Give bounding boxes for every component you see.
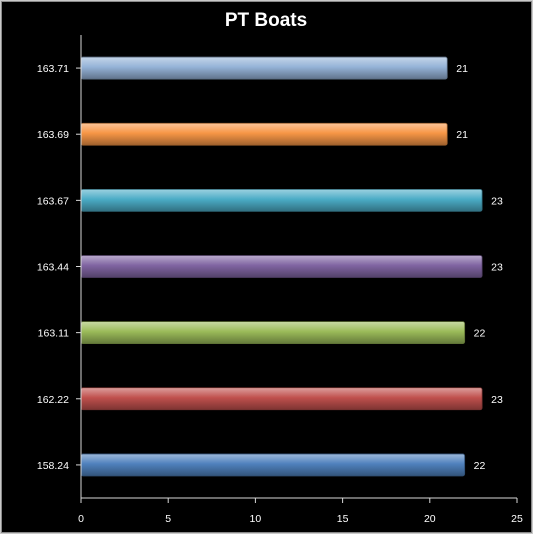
x-tick-label: 10 <box>250 513 262 525</box>
category-label: 163.71 <box>37 63 69 75</box>
data-label: 22 <box>474 460 486 472</box>
x-tick-label: 5 <box>165 513 171 525</box>
bars-layer <box>80 56 483 477</box>
bar-162-22 <box>80 387 483 411</box>
category-label: 163.69 <box>37 129 69 141</box>
category-label: 158.24 <box>37 460 69 472</box>
category-label: 163.44 <box>37 262 69 274</box>
bar-163-71 <box>80 56 448 80</box>
x-tick-label: 20 <box>424 513 436 525</box>
chart-title: PT Boats <box>225 10 307 31</box>
bar-163-69 <box>80 122 448 146</box>
category-label: 163.67 <box>37 195 69 207</box>
labels-layer: 158.24 22 162.22 23 163.11 22 163.44 23 163.67 23… <box>37 63 523 525</box>
bar-163-67 <box>80 188 483 212</box>
axes-layer <box>76 35 518 503</box>
data-label: 23 <box>491 394 503 406</box>
x-tick-label: 15 <box>337 513 349 525</box>
bar-163-11 <box>80 321 466 345</box>
data-label: 21 <box>456 129 468 141</box>
category-label: 163.11 <box>38 328 69 340</box>
x-tick-label: 25 <box>511 513 523 525</box>
category-label: 162.22 <box>37 394 69 406</box>
data-label: 21 <box>456 63 468 75</box>
x-tick-label: 0 <box>78 513 84 525</box>
data-label: 23 <box>491 195 503 207</box>
data-label: 22 <box>474 328 486 340</box>
data-label: 23 <box>491 262 503 274</box>
bar-158-24 <box>80 453 466 477</box>
bar-163-44 <box>80 255 483 278</box>
